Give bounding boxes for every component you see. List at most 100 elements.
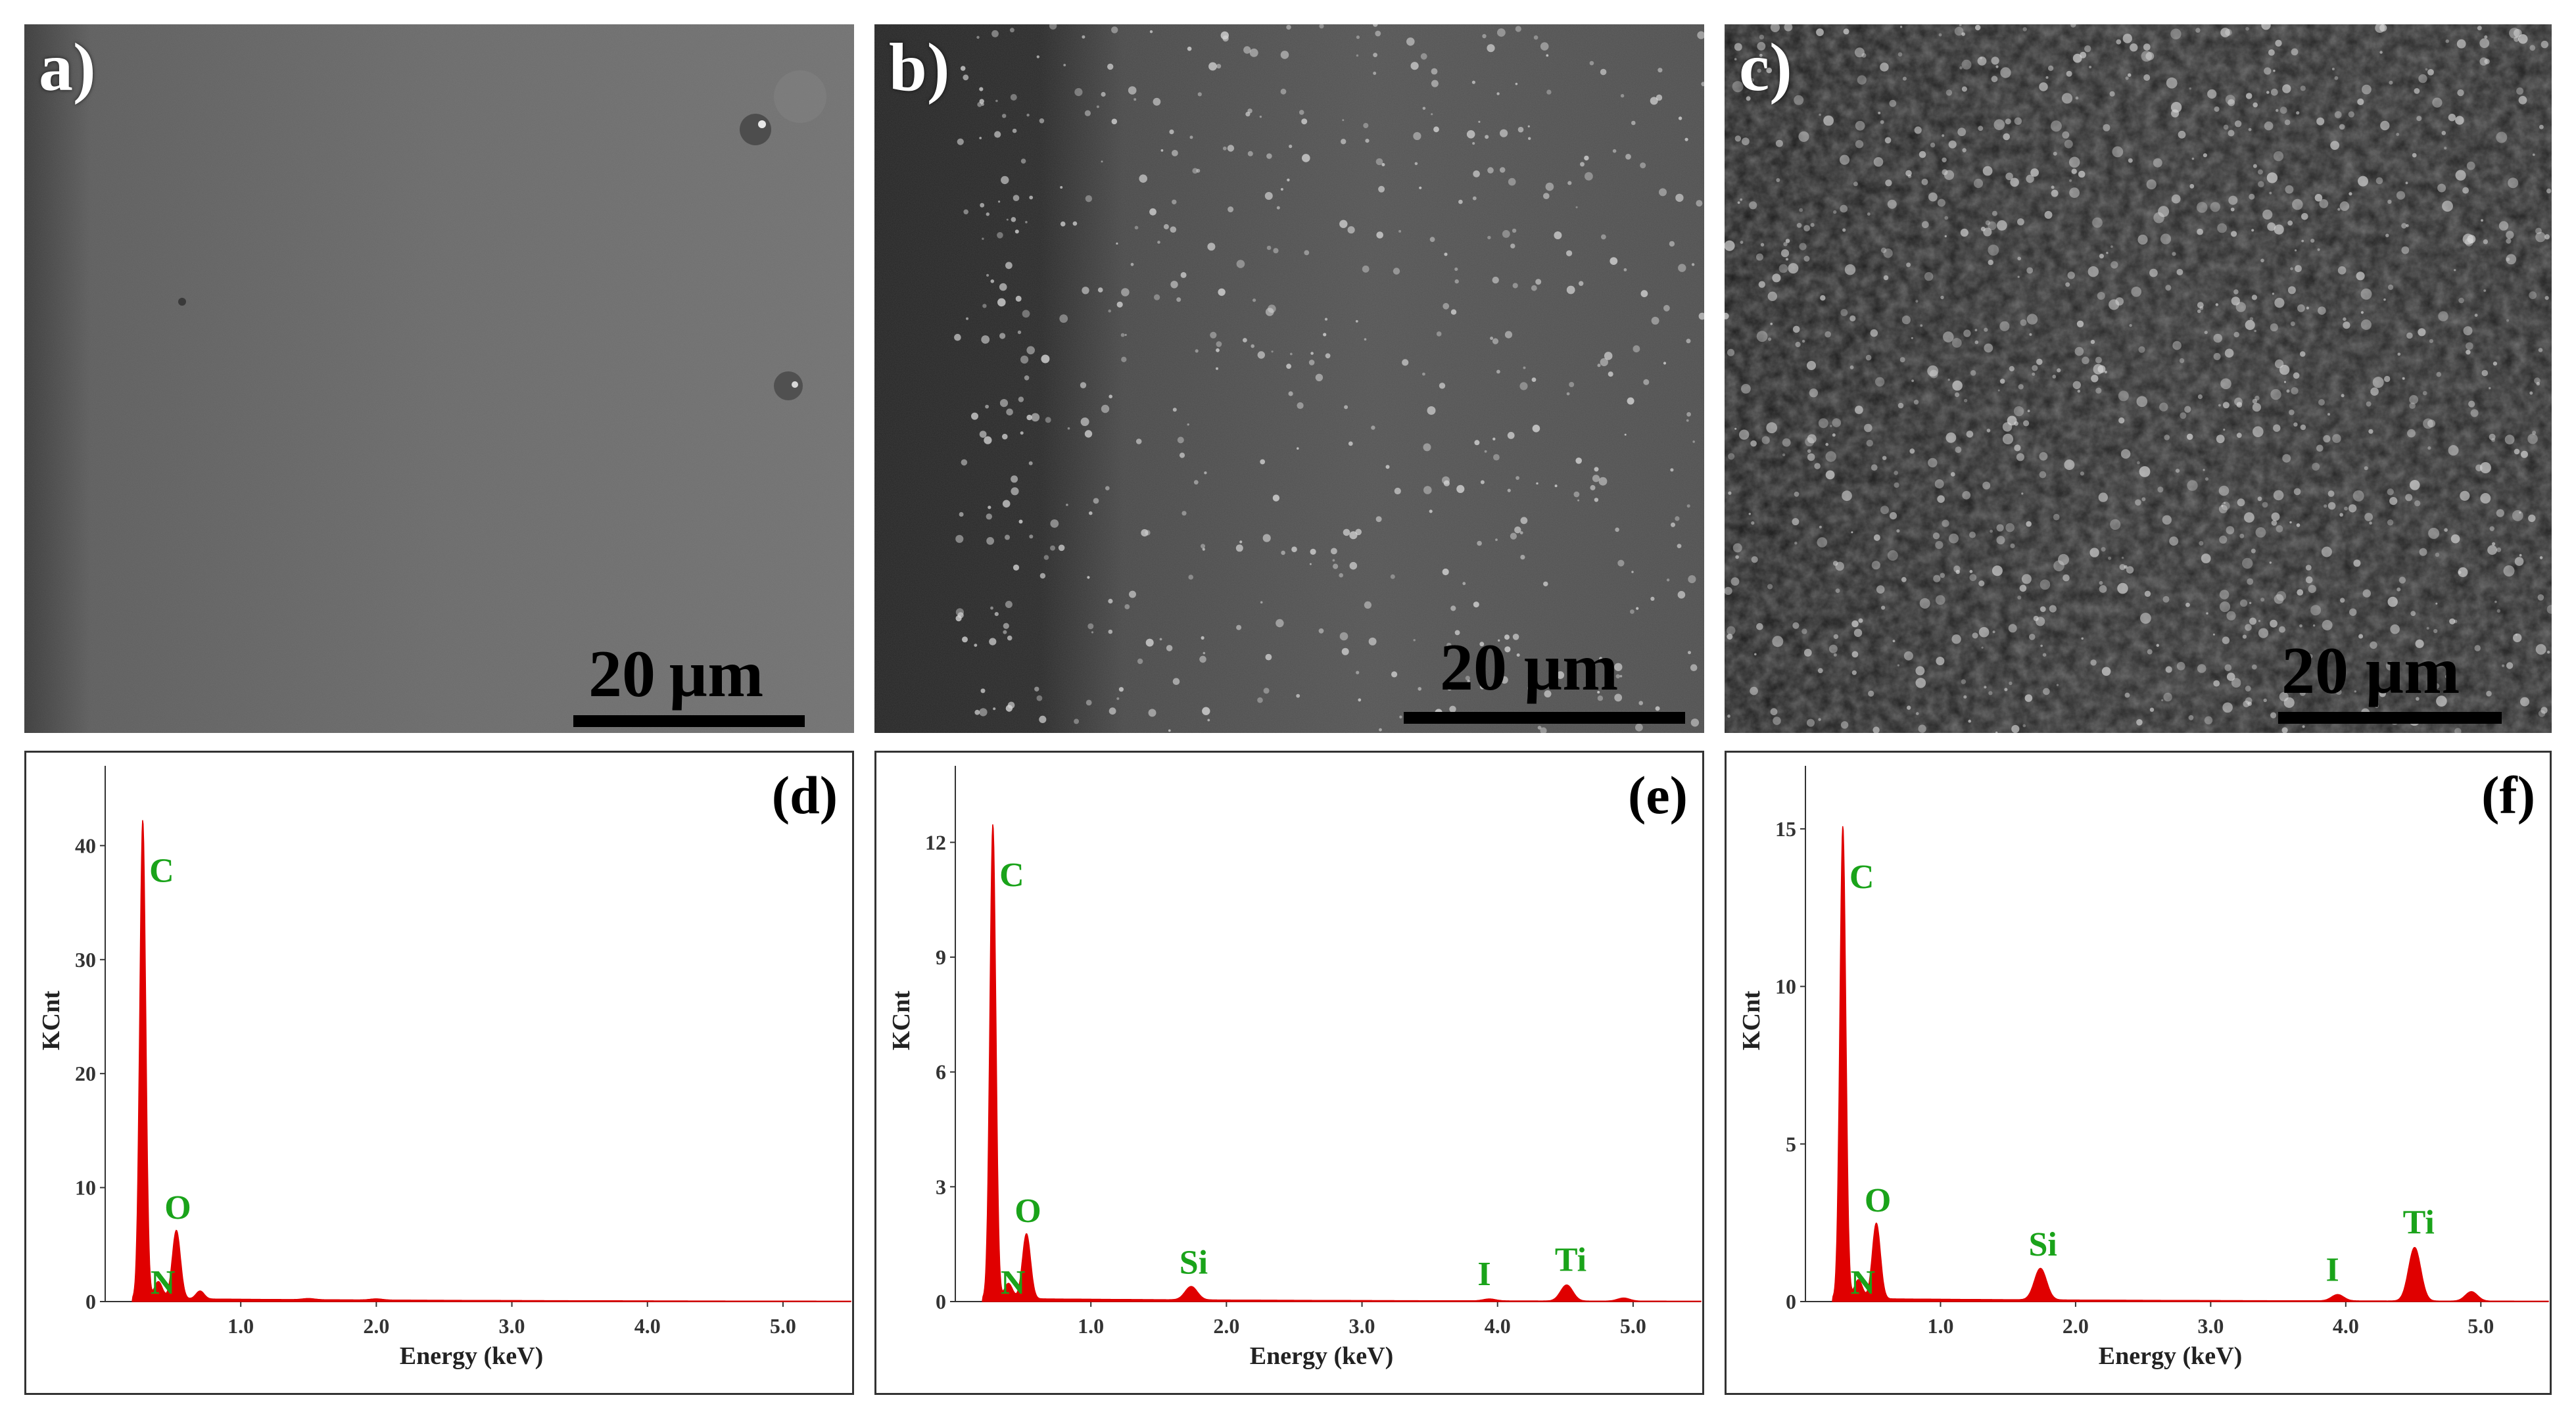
particle — [1266, 153, 1272, 159]
particle — [2027, 410, 2030, 413]
peak-label-i: I — [1477, 1256, 1491, 1293]
particle — [2322, 620, 2333, 630]
particle — [2178, 130, 2186, 139]
particle — [2289, 410, 2295, 415]
particle — [1264, 192, 1273, 200]
particle — [1855, 140, 1864, 149]
particle — [2026, 174, 2034, 183]
particle — [1678, 264, 1686, 272]
particle — [1825, 331, 1831, 338]
particle — [1659, 188, 1667, 197]
particle — [2039, 579, 2051, 590]
particle — [1422, 372, 1425, 376]
y-tick-label: 0 — [85, 1290, 96, 1313]
particle — [2536, 382, 2540, 386]
particle — [1770, 24, 1780, 32]
particle — [1493, 454, 1500, 461]
particle — [2312, 624, 2316, 627]
particle — [2301, 213, 2308, 220]
particle — [974, 709, 980, 715]
particle — [1783, 242, 1788, 247]
particle — [2053, 151, 2057, 156]
particle — [1575, 206, 1578, 208]
particle — [1111, 26, 1118, 34]
particle — [1087, 576, 1090, 579]
particle — [1631, 120, 1636, 126]
particle — [1497, 28, 1506, 37]
particle — [2348, 504, 2357, 513]
particle — [1172, 199, 1177, 204]
particle — [1842, 490, 1852, 502]
particle — [1450, 605, 1456, 611]
particle — [982, 304, 987, 308]
particle — [1006, 408, 1013, 416]
particle — [2061, 93, 2073, 104]
particle — [1798, 131, 1809, 142]
particle — [1480, 480, 1485, 484]
particle — [2111, 245, 2113, 248]
particle — [1002, 500, 1011, 508]
particle — [1188, 575, 1193, 580]
particle — [1734, 135, 1742, 142]
particle — [2226, 672, 2235, 681]
particle — [1436, 331, 1442, 337]
particle — [1108, 309, 1111, 313]
particle — [1688, 575, 1696, 584]
particle — [2171, 109, 2180, 118]
particle — [1951, 338, 1962, 348]
particle — [1107, 63, 1114, 70]
particle — [2242, 557, 2253, 569]
particle — [1137, 658, 1143, 665]
eds-chart-e: 0 3 6 9 12 1.0 2.0 3.0 4.0 5.0 Energy (keV) KCnt C NO… — [888, 765, 1702, 1370]
particle — [2260, 598, 2265, 602]
particle — [1210, 331, 1217, 339]
particle — [1933, 575, 1941, 582]
particle — [1636, 607, 1639, 610]
particle — [2412, 153, 2417, 158]
particle — [1566, 392, 1570, 396]
particle — [2231, 231, 2237, 237]
particle — [2064, 459, 2075, 470]
particle — [1540, 42, 1549, 51]
particle — [1874, 377, 1885, 387]
particle — [2121, 556, 2124, 559]
particle — [1737, 201, 1740, 204]
particle — [2276, 591, 2287, 601]
particle — [2011, 724, 2020, 733]
particle — [2441, 131, 2446, 135]
particle — [1187, 46, 1192, 51]
particle — [1997, 220, 2007, 231]
particle — [1734, 427, 1737, 430]
particle — [980, 202, 985, 208]
particle — [2387, 519, 2394, 526]
particle — [1650, 97, 1658, 105]
particle — [1163, 224, 1169, 229]
particle — [2506, 231, 2514, 239]
particle — [1276, 206, 1280, 210]
particle — [1988, 691, 1993, 695]
particle — [1512, 228, 1517, 233]
particle — [1245, 112, 1251, 117]
particle — [2053, 513, 2060, 521]
particle — [2078, 170, 2086, 178]
particle — [1531, 377, 1537, 382]
particle — [1986, 429, 1991, 433]
particle — [1758, 281, 1765, 288]
particle — [2302, 725, 2305, 728]
particle — [1533, 35, 1538, 40]
particle — [1265, 308, 1274, 316]
particle — [1288, 391, 1293, 396]
particle — [1454, 279, 1459, 284]
particle — [2196, 202, 2208, 213]
particle — [1937, 495, 1945, 503]
particle — [1780, 249, 1790, 258]
particle — [1043, 555, 1049, 560]
particle — [1974, 340, 1979, 344]
particle — [2544, 234, 2550, 240]
particle — [1775, 139, 1783, 147]
particle — [1280, 51, 1289, 59]
particle — [985, 404, 989, 409]
particle — [2477, 26, 2482, 31]
particle — [1450, 309, 1457, 315]
particle — [2235, 302, 2246, 312]
